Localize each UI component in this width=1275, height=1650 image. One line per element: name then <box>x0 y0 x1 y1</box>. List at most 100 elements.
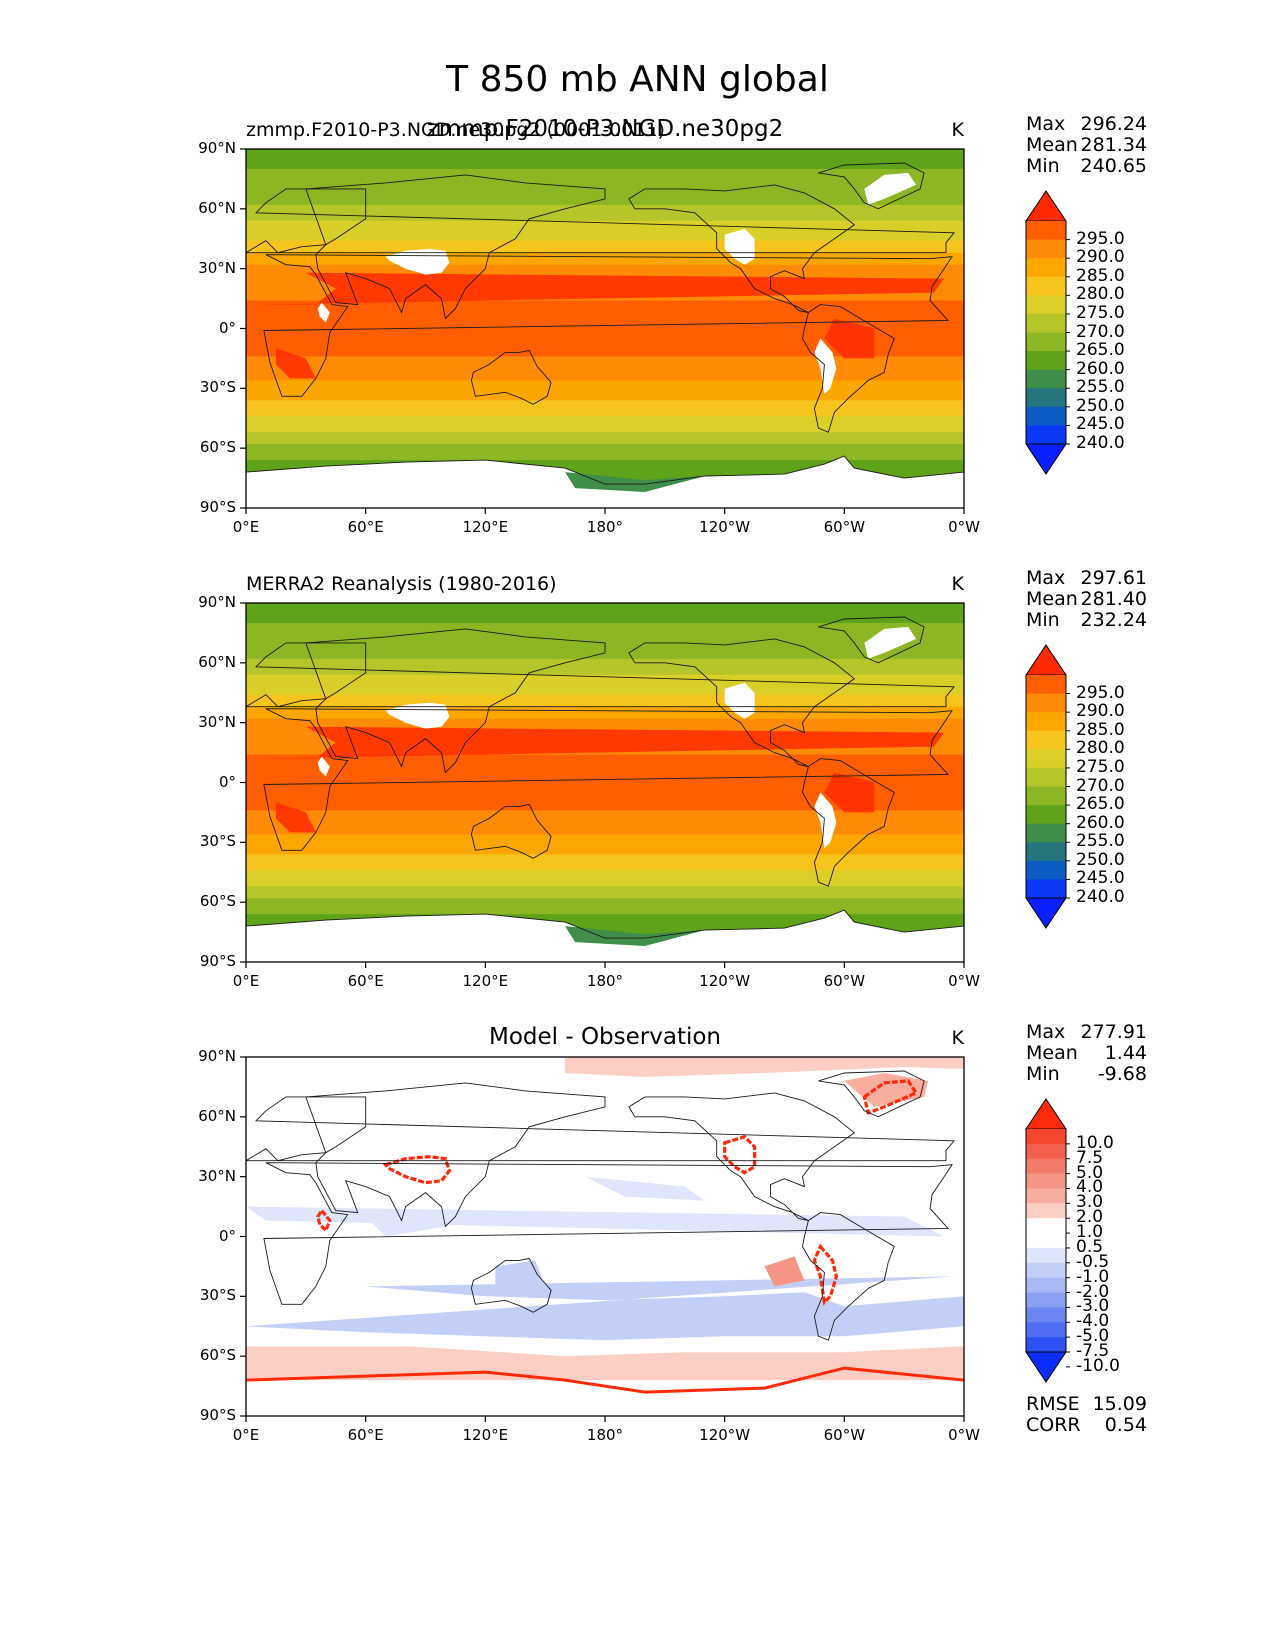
colorbar-swatch <box>1026 712 1066 732</box>
colorbar-swatch <box>1026 1337 1066 1353</box>
temperature-band <box>246 874 964 879</box>
coastline-australia <box>470 349 552 405</box>
anomaly-region <box>565 1057 964 1077</box>
temperature-band <box>246 376 964 381</box>
colorbar-label: -0.5 <box>1076 1251 1110 1272</box>
stat-value: 1.44 <box>1104 1042 1147 1064</box>
temperature-band <box>246 304 964 310</box>
temperature-band <box>246 750 964 756</box>
masked-region <box>864 626 917 659</box>
y-tick-label: 60°S <box>199 1346 236 1365</box>
y-tick-label: 90°S <box>199 498 236 516</box>
temperature-band <box>246 312 964 318</box>
figure-title: T 850 mb ANN global <box>446 59 829 100</box>
stat-value: 240.65 <box>1080 155 1147 177</box>
y-tick-label: 90°N <box>198 1047 236 1065</box>
temperature-band <box>246 224 964 230</box>
colorbar-label: 260.0 <box>1076 812 1125 833</box>
colorbar-swatch <box>1026 1262 1066 1279</box>
colorbar-swatch <box>1026 842 1066 862</box>
colorbar-label: 10.0 <box>1076 1132 1114 1153</box>
temperature-band <box>246 344 964 350</box>
colorbar-swatch <box>1026 1247 1066 1264</box>
colorbar-label: -7.5 <box>1076 1341 1110 1361</box>
x-tick-label: 120°E <box>462 518 509 536</box>
temperature-band <box>246 216 964 222</box>
temperature-band <box>246 902 964 907</box>
masked-region <box>246 456 964 508</box>
temperature-band <box>246 918 964 923</box>
temperature-band <box>246 164 964 170</box>
warm-region <box>256 272 945 305</box>
colorbar-diff <box>1025 1098 1070 1383</box>
temperature-band <box>246 666 964 672</box>
colorbar-swatch <box>1026 675 1066 695</box>
colorbar-label: 255.0 <box>1076 831 1125 852</box>
temperature-band <box>246 726 964 732</box>
colorbar-label: -2.0 <box>1076 1281 1110 1302</box>
colorbar-label: 275.0 <box>1076 756 1125 777</box>
y-tick-label: 0° <box>218 772 236 791</box>
colorbar-extend-min <box>1025 443 1067 475</box>
temperature-band <box>246 372 964 377</box>
x-tick-label: 0°E <box>232 518 260 536</box>
stat-value: 296.24 <box>1080 113 1147 135</box>
temperature-band <box>246 818 964 823</box>
temperature-band <box>246 472 964 477</box>
colorbar-label: 250.0 <box>1076 395 1125 416</box>
colorbar-swatch <box>1026 351 1066 371</box>
colorbar-label: 2.0 <box>1076 1207 1104 1228</box>
y-tick-label: 30°N <box>198 258 236 277</box>
x-tick-label: 0°W <box>948 1426 980 1444</box>
colorbar-label: 285.0 <box>1076 265 1125 286</box>
axes-diff <box>240 1056 965 1422</box>
stat-value: 281.40 <box>1080 588 1147 610</box>
temperature-band <box>246 890 964 895</box>
stat-label: Max <box>1026 1021 1066 1043</box>
temperature-band <box>246 464 964 469</box>
temperature-band <box>246 460 964 465</box>
temperature-band <box>246 428 964 433</box>
stat-label: Max <box>1026 113 1066 135</box>
temperature-band <box>246 922 964 927</box>
y-tick-label: 30°N <box>198 1166 236 1185</box>
temperature-band <box>246 686 964 692</box>
temperature-band <box>246 400 964 405</box>
temperature-band <box>246 320 964 326</box>
temperature-band <box>246 436 964 441</box>
colorbar-swatch <box>1026 1307 1066 1323</box>
temperature-band <box>246 638 964 644</box>
temperature-band <box>246 894 964 899</box>
stat-label: Mean <box>1026 1042 1078 1064</box>
temperature-band <box>246 392 964 397</box>
coastline-europe <box>246 1096 955 1162</box>
stat-label: Mean <box>1026 588 1078 610</box>
coastline-greenland <box>818 616 925 664</box>
mask-edge-contour <box>382 1155 452 1185</box>
stat-label: Min <box>1026 155 1060 177</box>
temperature-band <box>246 424 964 429</box>
masked-region <box>814 792 837 849</box>
temperature-band <box>246 710 964 716</box>
y-tick-label: 60°N <box>198 198 236 217</box>
coastline-antarctica <box>246 909 964 962</box>
coastline-samerica <box>802 758 895 887</box>
extra-stat-value: 15.09 <box>1092 1393 1147 1415</box>
coastline-europe <box>246 188 955 254</box>
temperature-band <box>246 834 964 839</box>
difference-field <box>246 1057 964 1416</box>
colorbar-label: 285.0 <box>1076 719 1125 740</box>
temperature-band <box>246 244 964 250</box>
panel-title-center: Model - Observation <box>488 1024 722 1050</box>
colorbar-label: 295.0 <box>1076 228 1125 249</box>
colorbar-swatch <box>1026 258 1066 278</box>
colorbar-swatch <box>1026 879 1066 899</box>
temperature-band <box>246 240 964 246</box>
y-tick-label: 0° <box>218 1226 236 1245</box>
colorbar-swatch <box>1026 388 1066 408</box>
temperature-band <box>246 384 964 389</box>
masked-region <box>724 228 755 265</box>
colorbar-extend-min <box>1025 897 1067 929</box>
y-tick-label: 90°S <box>199 1406 236 1424</box>
temperature-band <box>246 340 964 346</box>
